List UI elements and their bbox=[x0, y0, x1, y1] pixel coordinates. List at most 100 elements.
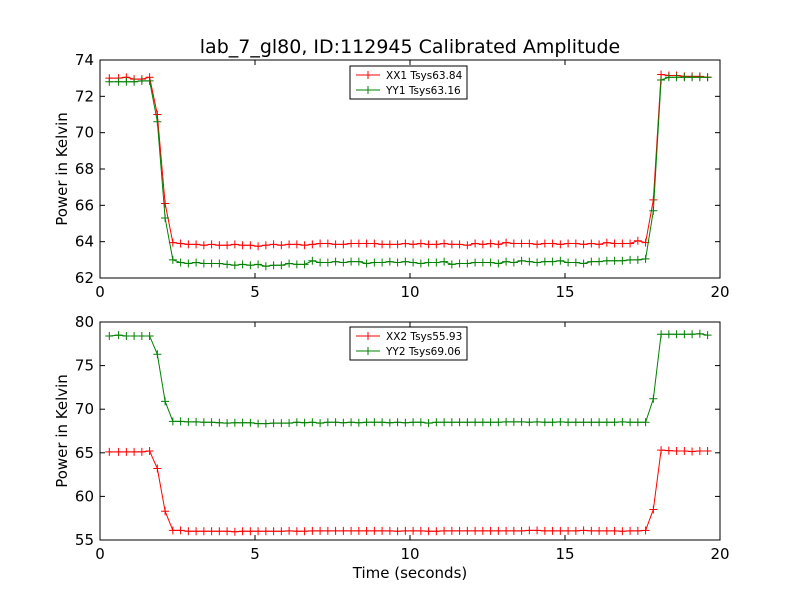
data-point bbox=[595, 418, 604, 427]
data-point bbox=[440, 257, 449, 266]
data-point bbox=[455, 240, 464, 249]
data-point bbox=[199, 418, 208, 427]
data-point bbox=[564, 258, 573, 267]
data-point bbox=[292, 240, 301, 249]
data-point bbox=[664, 73, 673, 82]
data-point bbox=[478, 526, 487, 535]
data-point bbox=[207, 259, 216, 268]
data-point bbox=[238, 241, 247, 250]
data-point bbox=[626, 418, 635, 427]
data-point bbox=[556, 526, 565, 535]
data-point bbox=[393, 258, 402, 267]
data-point bbox=[105, 331, 114, 340]
data-point bbox=[378, 418, 387, 427]
data-point bbox=[316, 526, 325, 535]
data-point bbox=[478, 418, 487, 427]
data-point bbox=[509, 526, 518, 535]
legend-box bbox=[349, 326, 468, 361]
data-point bbox=[184, 417, 193, 426]
data-point bbox=[447, 260, 456, 269]
data-point bbox=[432, 258, 441, 267]
data-point bbox=[633, 255, 642, 264]
data-point bbox=[153, 464, 162, 473]
data-point bbox=[540, 257, 549, 266]
data-point bbox=[471, 258, 480, 267]
y-tick-label: 64 bbox=[75, 233, 94, 251]
data-point bbox=[184, 240, 193, 249]
data-point bbox=[595, 257, 604, 266]
data-point bbox=[571, 239, 580, 248]
data-point bbox=[122, 331, 131, 340]
data-point bbox=[393, 418, 402, 427]
data-point bbox=[292, 418, 301, 427]
data-point bbox=[440, 239, 449, 248]
data-point bbox=[641, 254, 650, 263]
data-point bbox=[230, 261, 239, 270]
data-point bbox=[672, 73, 681, 82]
data-point bbox=[331, 418, 340, 427]
data-point bbox=[447, 418, 456, 427]
data-point bbox=[447, 526, 456, 535]
data-point bbox=[587, 239, 596, 248]
data-point bbox=[137, 447, 146, 456]
y-tick-label: 66 bbox=[75, 196, 94, 214]
data-point bbox=[323, 239, 332, 248]
series-line-1 bbox=[109, 76, 708, 267]
data-point bbox=[416, 526, 425, 535]
data-point bbox=[626, 239, 635, 248]
data-point bbox=[254, 419, 263, 428]
data-point bbox=[579, 526, 588, 535]
data-point bbox=[300, 527, 309, 536]
data-point bbox=[579, 418, 588, 427]
data-point bbox=[618, 417, 627, 426]
data-point bbox=[246, 261, 255, 270]
x-tick-label: 0 bbox=[95, 283, 105, 301]
data-point bbox=[223, 241, 232, 250]
data-point bbox=[238, 418, 247, 427]
data-point bbox=[215, 259, 224, 268]
data-point bbox=[292, 527, 301, 536]
data-point bbox=[440, 526, 449, 535]
data-point bbox=[105, 447, 114, 456]
data-point bbox=[610, 526, 619, 535]
data-point bbox=[161, 199, 170, 208]
data-point bbox=[626, 526, 635, 535]
data-point bbox=[509, 258, 518, 267]
data-point bbox=[378, 526, 387, 535]
series-line-0 bbox=[109, 449, 708, 533]
data-point bbox=[486, 526, 495, 535]
data-point bbox=[401, 239, 410, 248]
data-point bbox=[269, 419, 278, 428]
data-point bbox=[703, 73, 712, 82]
data-point bbox=[424, 258, 433, 267]
data-point bbox=[362, 418, 371, 427]
data-point bbox=[409, 258, 418, 267]
data-point bbox=[633, 418, 642, 427]
data-point bbox=[556, 240, 565, 249]
data-point bbox=[192, 417, 201, 426]
data-point bbox=[688, 73, 697, 82]
data-point bbox=[370, 258, 379, 267]
data-point bbox=[285, 419, 294, 428]
data-point bbox=[277, 241, 286, 250]
data-point bbox=[517, 239, 526, 248]
legend-marker bbox=[364, 347, 372, 355]
legend-marker bbox=[364, 71, 372, 79]
data-point bbox=[664, 446, 673, 455]
data-point bbox=[478, 240, 487, 249]
data-point bbox=[323, 526, 332, 535]
data-point bbox=[261, 241, 270, 250]
data-point bbox=[463, 241, 472, 250]
data-point bbox=[347, 526, 356, 535]
data-point bbox=[463, 526, 472, 535]
data-point bbox=[362, 526, 371, 535]
data-point bbox=[339, 418, 348, 427]
data-point bbox=[308, 526, 317, 535]
data-point bbox=[649, 206, 658, 215]
data-point bbox=[463, 259, 472, 268]
data-point bbox=[633, 236, 642, 245]
data-point bbox=[362, 259, 371, 268]
data-point bbox=[463, 418, 472, 427]
data-point bbox=[509, 417, 518, 426]
